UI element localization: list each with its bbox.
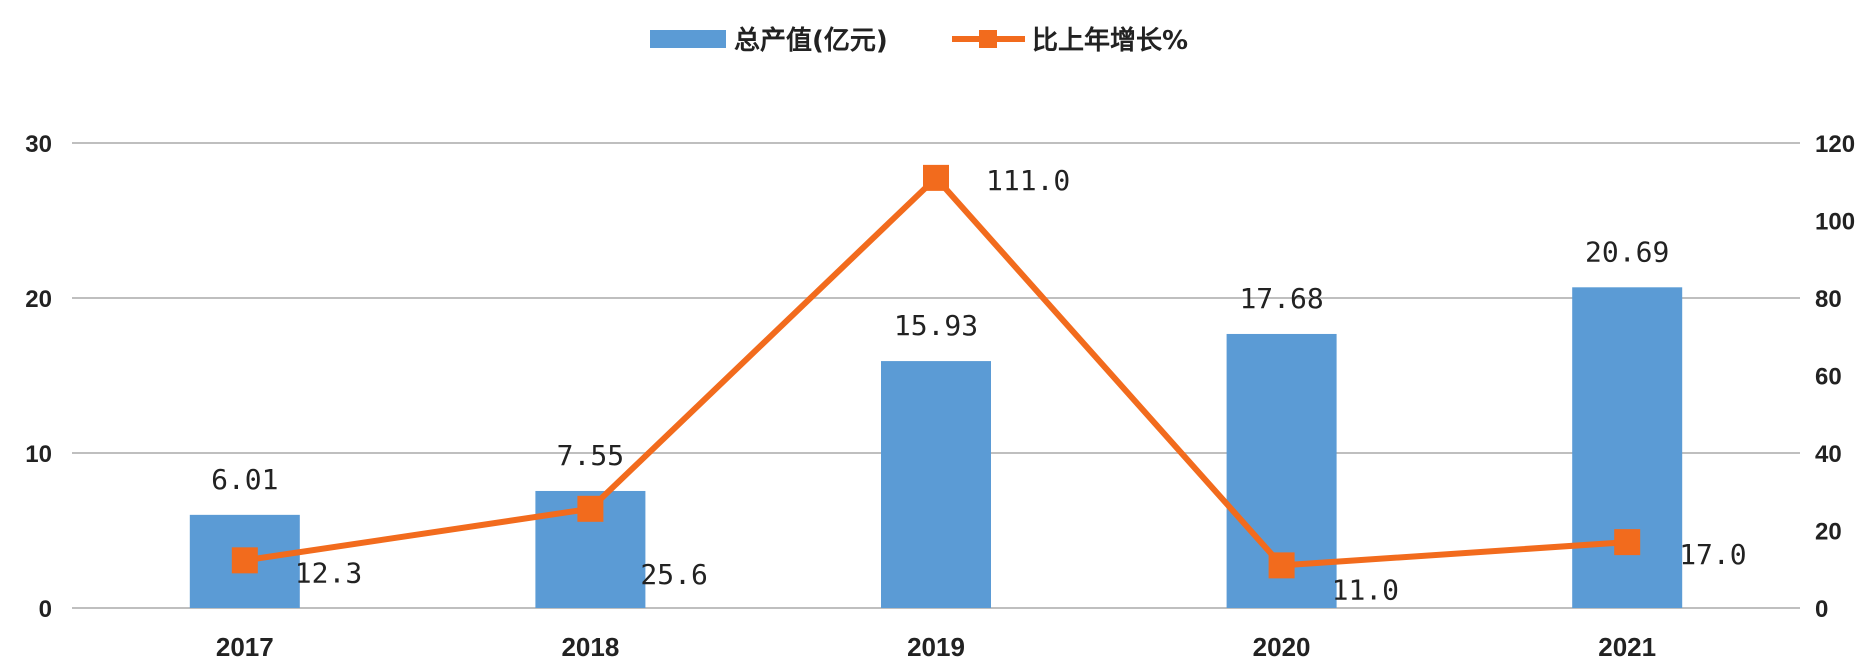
y-right-tick-label: 0 (1815, 596, 1828, 623)
y-right-tick-label: 120 (1815, 131, 1855, 158)
y-left-tick-label: 30 (25, 131, 52, 158)
line-value-label: 12.3 (295, 556, 362, 589)
line-point (1614, 529, 1641, 556)
right-axis-ticks: 0 20 40 60 80 100 120 (1815, 131, 1855, 623)
line-value-label: 17.0 (1679, 538, 1746, 571)
y-left-tick-label: 10 (25, 441, 52, 468)
line-point (577, 495, 604, 522)
y-right-tick-label: 80 (1815, 286, 1842, 313)
legend: 总产值(亿元) 比上年增长% (650, 25, 1188, 56)
bar-series: 6.01 7.55 15.93 17.68 20.69 (189, 235, 1683, 608)
y-right-tick-label: 60 (1815, 364, 1842, 391)
bar-value-label: 7.55 (557, 439, 624, 472)
y-right-tick-label: 40 (1815, 441, 1842, 468)
line-value-label: 111.0 (986, 164, 1070, 197)
line-series: 12.3 25.6 111.0 11.0 17.0 (231, 164, 1747, 606)
y-right-tick-label: 20 (1815, 519, 1842, 546)
line-point (231, 547, 258, 574)
y-left-tick-label: 20 (25, 286, 52, 313)
legend-swatch-bar (650, 30, 726, 48)
bar-value-label: 6.01 (211, 463, 278, 496)
bar-value-label: 17.68 (1239, 282, 1323, 315)
bar (1572, 287, 1683, 608)
legend-label-bar: 总产值(亿元) (734, 26, 888, 56)
x-tick-label: 2021 (1598, 632, 1656, 662)
x-tick-label: 2018 (561, 632, 619, 662)
x-tick-label: 2017 (216, 632, 274, 662)
line-point (923, 164, 949, 191)
x-tick-label: 2019 (907, 632, 965, 662)
line-value-label: 11.0 (1332, 573, 1399, 606)
y-left-tick-label: 0 (39, 596, 52, 623)
bar-value-label: 15.93 (894, 309, 978, 342)
left-axis-ticks: 0 10 20 30 (25, 131, 52, 623)
x-tick-label: 2020 (1253, 632, 1311, 662)
y-right-tick-label: 100 (1815, 209, 1855, 236)
bar (881, 361, 991, 608)
line-point (1268, 552, 1295, 579)
legend-swatch-marker (979, 30, 997, 48)
bar-value-label: 20.69 (1585, 235, 1669, 268)
line-value-label: 25.6 (640, 558, 707, 591)
legend-label-line: 比上年增长% (1032, 25, 1188, 56)
category-axis: 2017 2018 2019 2020 2021 (216, 632, 1656, 662)
